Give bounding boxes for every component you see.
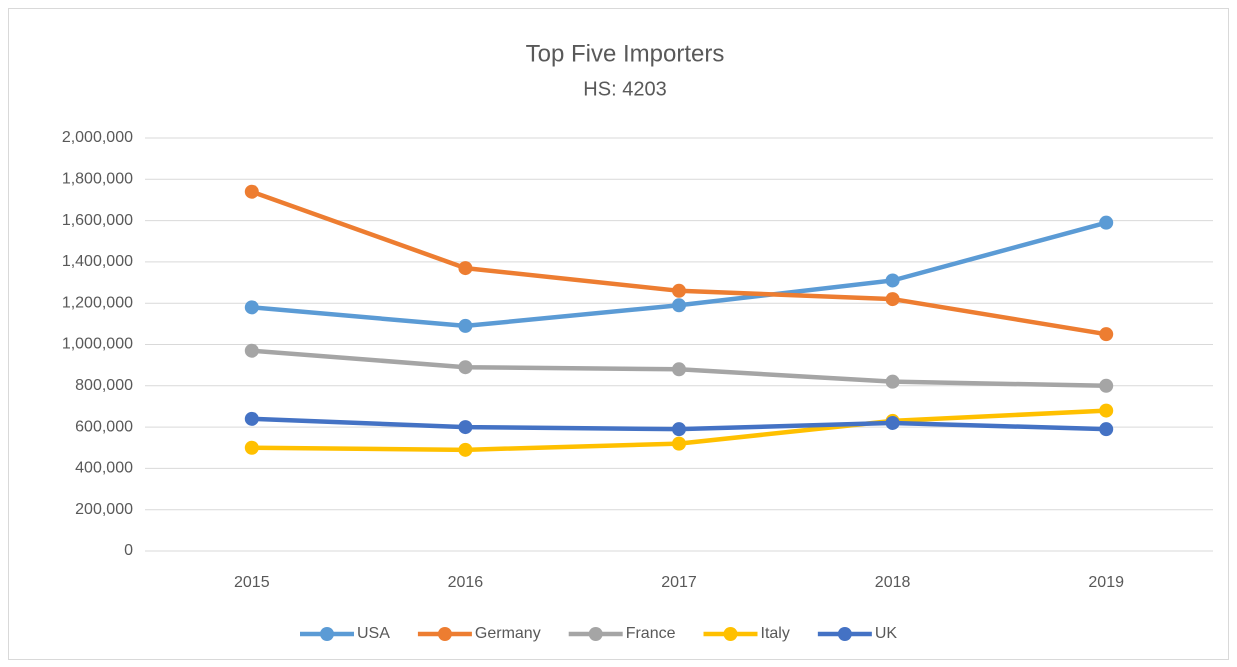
- chart-subtitle: HS: 4203: [583, 78, 666, 100]
- data-point: [1099, 215, 1114, 230]
- x-tick-label: 2019: [1088, 574, 1124, 591]
- y-tick-label: 1,600,000: [62, 212, 133, 229]
- y-tick-label: 1,400,000: [62, 253, 133, 270]
- data-point: [672, 422, 686, 437]
- data-point: [885, 273, 900, 288]
- data-point: [885, 292, 900, 307]
- chart-title: Top Five Importers: [526, 40, 725, 67]
- y-tick-label: 2,000,000: [62, 129, 133, 146]
- legend-marker: [437, 627, 452, 641]
- data-point: [885, 415, 900, 430]
- data-point: [458, 261, 473, 276]
- y-tick-label: 1,200,000: [62, 294, 133, 311]
- data-point: [1099, 422, 1114, 437]
- data-point: [672, 362, 686, 377]
- data-point: [244, 184, 259, 199]
- x-tick-label: 2016: [448, 574, 484, 591]
- data-point: [244, 440, 259, 455]
- x-tick-label: 2018: [875, 574, 911, 591]
- data-point: [458, 420, 473, 435]
- data-point: [1099, 403, 1114, 418]
- legend-marker: [320, 627, 334, 641]
- y-tick-label: 1,800,000: [62, 171, 133, 188]
- legend-label: UK: [875, 625, 898, 642]
- y-tick-label: 400,000: [75, 460, 133, 477]
- data-point: [672, 436, 686, 451]
- chart-border: [8, 8, 1229, 660]
- y-tick-label: 800,000: [75, 377, 133, 394]
- x-tick-label: 2017: [661, 574, 697, 591]
- data-point: [672, 283, 686, 298]
- legend-label: France: [626, 625, 676, 642]
- data-point: [458, 442, 473, 457]
- legend-marker: [588, 627, 603, 641]
- legend-label: Germany: [475, 625, 541, 642]
- legend-label: USA: [357, 625, 390, 642]
- data-point: [458, 318, 473, 333]
- y-tick-label: 600,000: [75, 418, 133, 435]
- data-point: [244, 411, 259, 426]
- data-point: [244, 343, 259, 358]
- data-point: [244, 300, 259, 315]
- data-point: [1099, 378, 1114, 393]
- y-tick-label: 1,000,000: [62, 336, 133, 353]
- data-point: [672, 298, 686, 313]
- y-tick-label: 0: [124, 542, 133, 559]
- legend-label: Italy: [761, 625, 790, 642]
- legend-marker: [723, 627, 738, 641]
- data-point: [885, 374, 900, 389]
- y-tick-label: 200,000: [75, 501, 133, 518]
- legend-marker: [837, 627, 852, 641]
- data-point: [1099, 327, 1114, 342]
- data-point: [458, 360, 473, 375]
- x-tick-label: 2015: [234, 574, 270, 591]
